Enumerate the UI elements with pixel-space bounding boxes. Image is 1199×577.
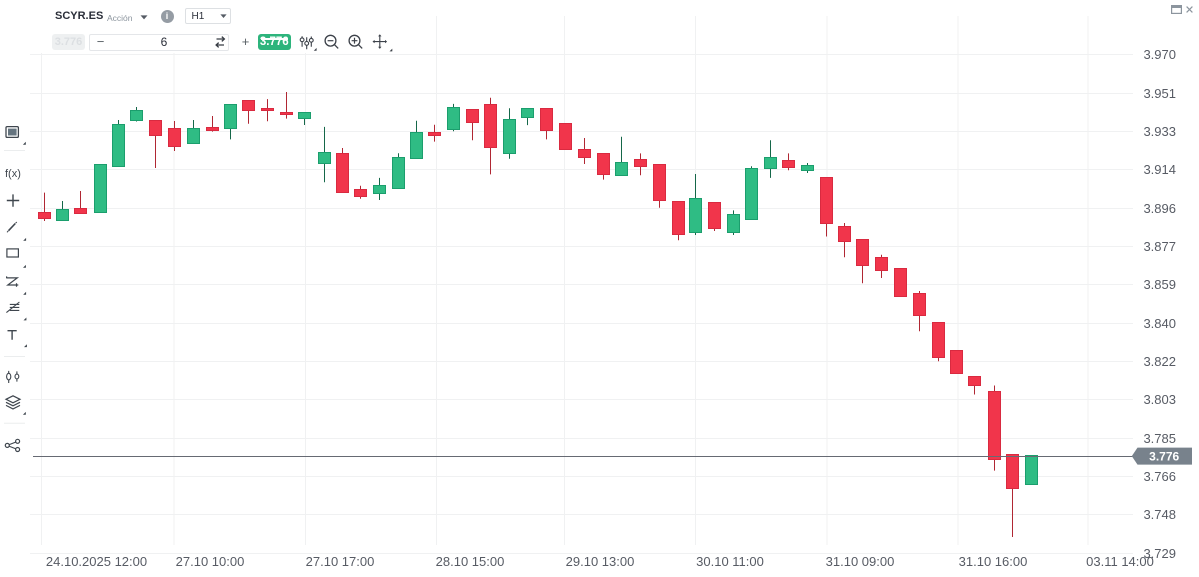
svg-text:3.776: 3.776 <box>1149 450 1179 464</box>
